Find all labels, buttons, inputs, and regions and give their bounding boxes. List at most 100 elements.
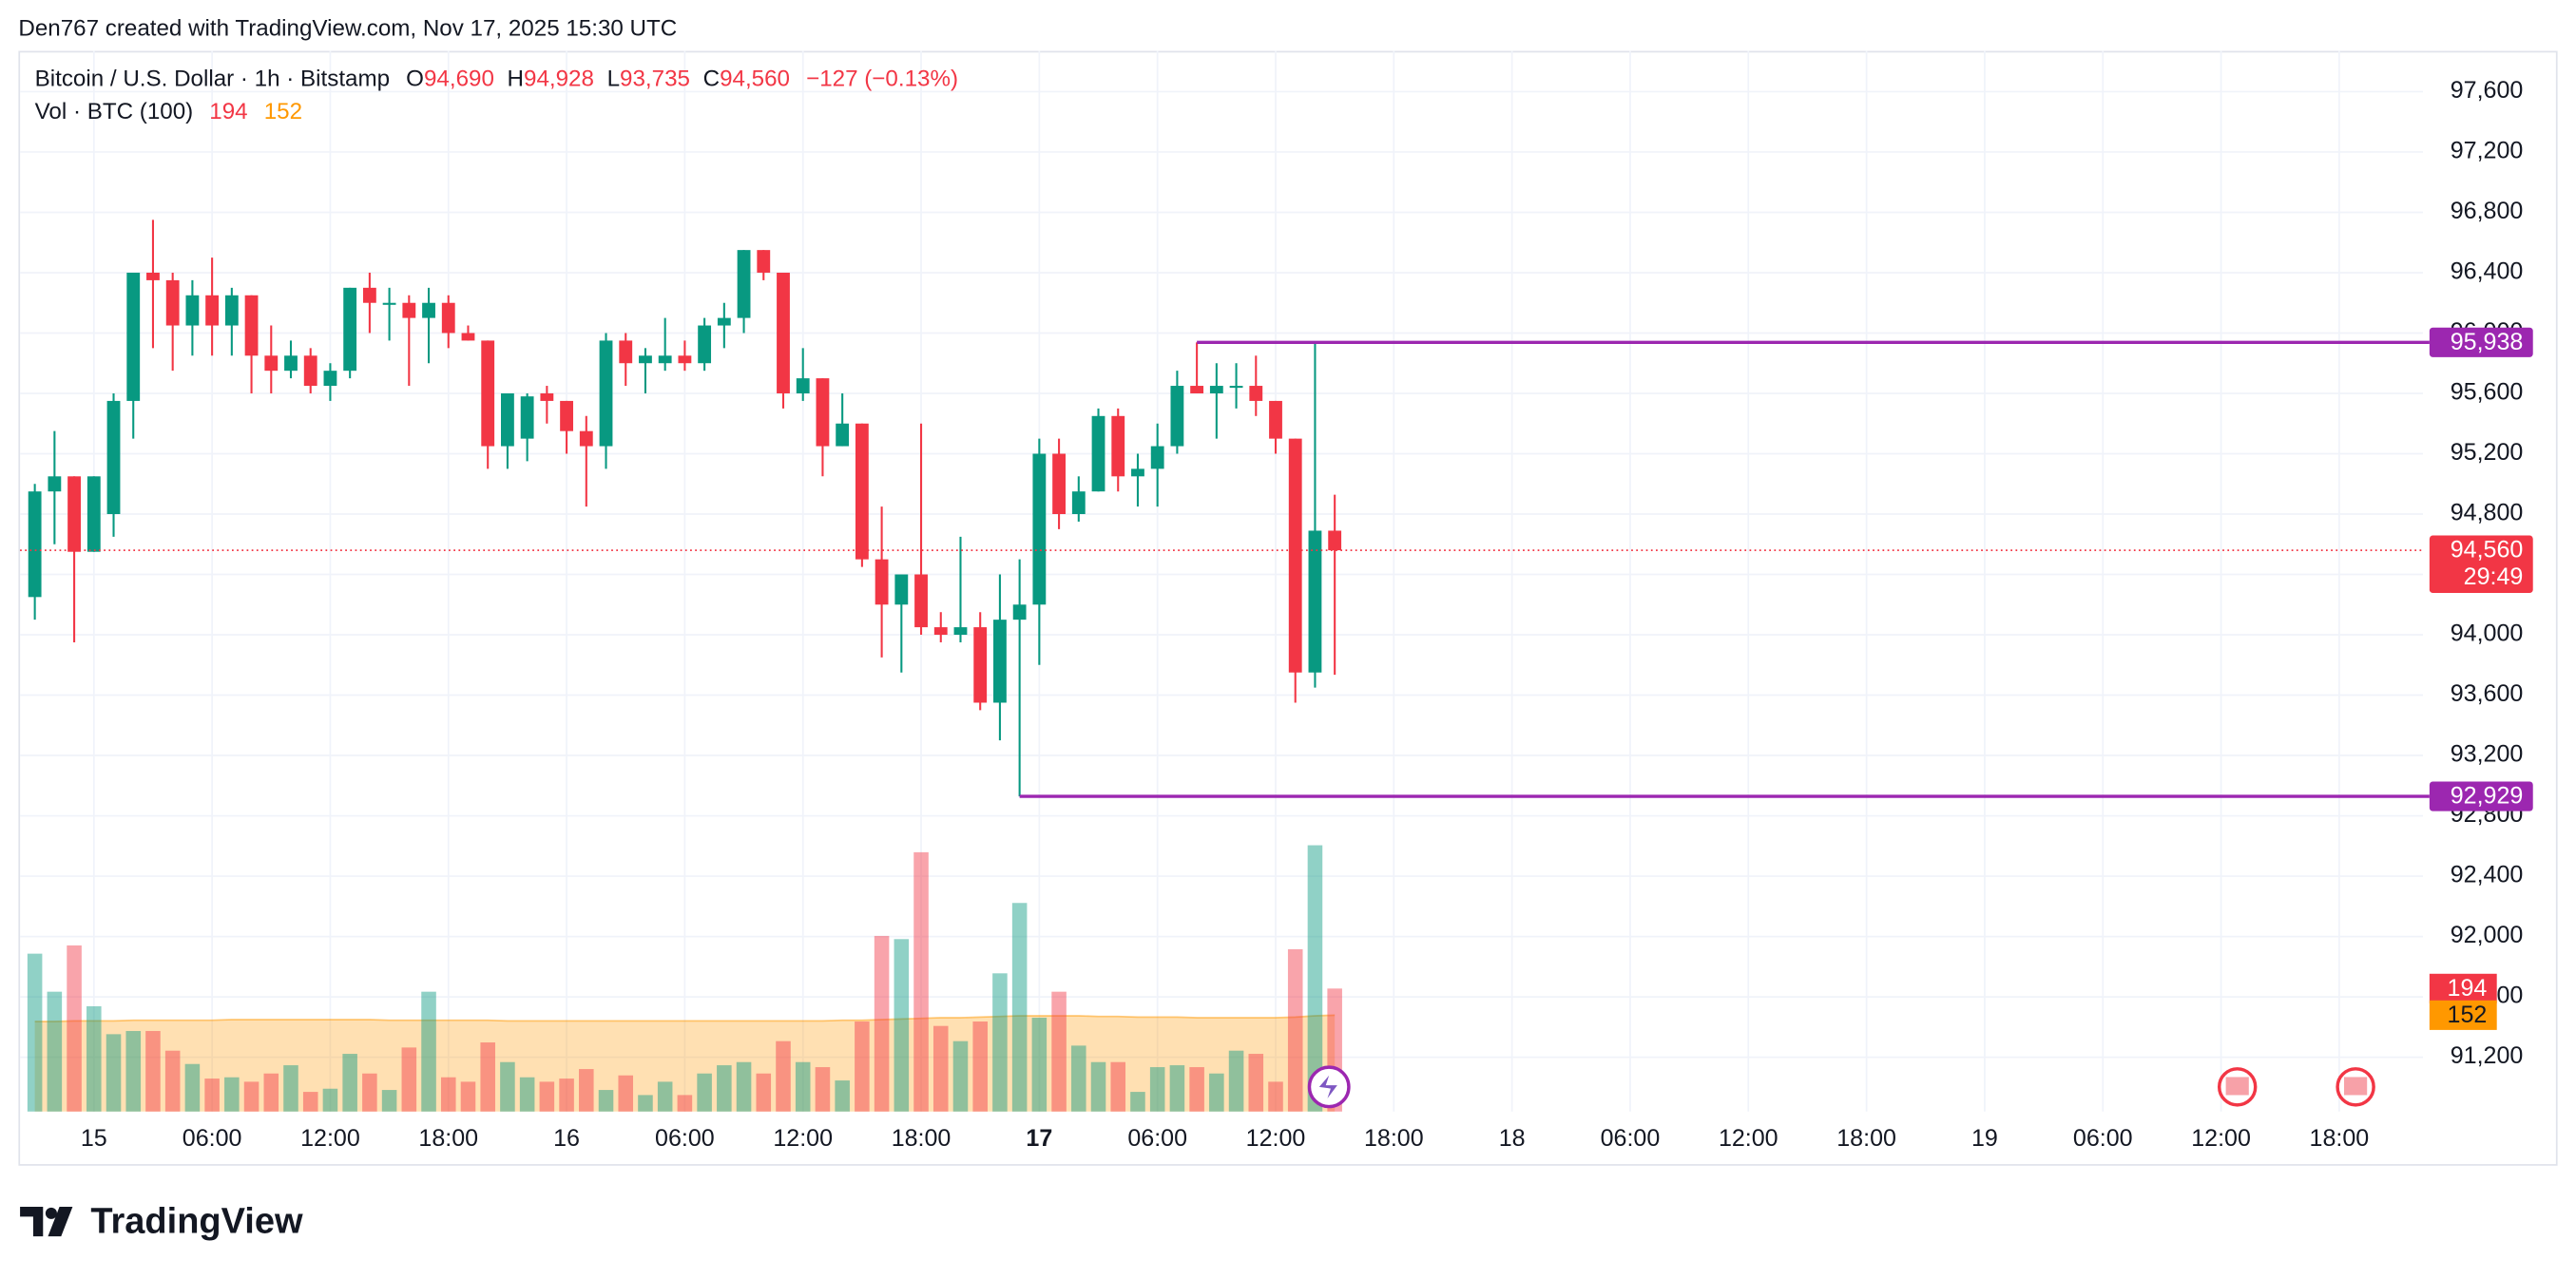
y-tick-label: 96,800 [2451, 198, 2524, 224]
volume-bar [243, 1081, 260, 1112]
y-tick-label: 94,800 [2451, 500, 2524, 526]
price-badge-label: 92,929 [2451, 783, 2524, 810]
candle-body [1071, 491, 1086, 515]
last-price-label: 94,560 [2451, 537, 2524, 563]
candle-body [1229, 386, 1243, 389]
candle-body [933, 627, 948, 636]
volume-title: Vol · BTC (100) [35, 100, 194, 125]
candle-body [875, 559, 889, 605]
volume-bar [717, 1065, 732, 1112]
idea-glyph [1318, 1075, 1337, 1098]
x-tick-label: 15 [81, 1125, 107, 1152]
volume-bar [263, 1073, 279, 1112]
volume-bar [283, 1065, 298, 1112]
volume-bar [125, 1031, 142, 1112]
volume-value: 194 [209, 100, 247, 125]
candle-body [382, 302, 396, 305]
volume-ma-area [34, 1015, 1336, 1112]
volume-bar [27, 953, 43, 1112]
candle-body [205, 295, 220, 326]
y-tick-label: 95,200 [2451, 439, 2524, 466]
candle-body [441, 302, 455, 334]
candle-body [323, 371, 337, 387]
flag [2344, 1077, 2368, 1096]
volume-bar [913, 851, 929, 1112]
volume-bar [1149, 1067, 1165, 1112]
candle-body [698, 325, 712, 364]
candle-body [362, 287, 376, 303]
change: −127 (−0.13%) [806, 67, 958, 92]
candle-body [461, 333, 475, 341]
volume-bar [1209, 1073, 1224, 1112]
x-tick-label: 18:00 [892, 1125, 952, 1152]
volume-bar [598, 1090, 614, 1112]
candle-body [264, 355, 279, 372]
volume-legend: Vol · BTC (100) 194 152 [35, 100, 302, 125]
candle-body [1131, 468, 1144, 477]
flag [2225, 1077, 2249, 1096]
volume-badge-label: 194 [2448, 975, 2488, 1002]
volume-bar [1130, 1092, 1145, 1112]
volume-bar [67, 945, 82, 1112]
volume-bar [874, 935, 890, 1112]
volume-bar [815, 1067, 831, 1112]
y-tick-label: 97,200 [2451, 138, 2524, 164]
volume-bar [519, 1077, 535, 1112]
y-tick-label: 93,600 [2451, 680, 2524, 707]
volume-ma-value: 152 [264, 100, 302, 125]
candle-body [993, 620, 1007, 703]
candle-body [1091, 415, 1105, 492]
volume-bar [795, 1061, 811, 1112]
volume-bar [440, 1077, 456, 1112]
volume-bar [1189, 1067, 1204, 1112]
volume-bar [460, 1081, 476, 1112]
candle-body [1111, 415, 1125, 477]
volume-bar [362, 1073, 377, 1112]
high-value: 94,928 [524, 67, 594, 92]
price-badge [2429, 781, 2533, 811]
volume-bar [697, 1073, 712, 1112]
y-tick-label: 94,000 [2451, 620, 2524, 647]
volume-bar [756, 1073, 772, 1112]
volume-bar [855, 1021, 870, 1112]
volume-bar [952, 1040, 969, 1112]
candle-body [579, 430, 593, 447]
candle-body [914, 574, 928, 628]
volume-bar [1307, 845, 1323, 1112]
x-tick-label: 12:00 [300, 1125, 360, 1152]
volume-bar [184, 1063, 201, 1112]
volume-bar [894, 939, 910, 1112]
volume-bar [657, 1081, 673, 1112]
candle-body [894, 574, 909, 605]
candle-body [678, 355, 692, 364]
candle-body [540, 392, 554, 401]
candle-body [816, 378, 830, 447]
candle-body [1209, 386, 1223, 393]
candle-body [1052, 453, 1066, 515]
candle-body [224, 295, 239, 326]
candle-body [796, 378, 810, 393]
ma-badge-label: 152 [2448, 1002, 2488, 1028]
candle-body [402, 302, 416, 318]
candle-body [1032, 453, 1047, 605]
legend-line: Bitcoin / U.S. Dollar · 1h · Bitstamp O9… [35, 67, 958, 92]
volume-bar [539, 1081, 555, 1112]
volume-bar [1228, 1050, 1244, 1112]
h-label: H [508, 67, 524, 92]
volume-bar [302, 1092, 318, 1112]
candle-body [1150, 446, 1164, 469]
candle-body [303, 355, 317, 387]
x-tick-label: 06:00 [1601, 1125, 1661, 1152]
volume-bar [164, 1050, 181, 1112]
volume-bar [500, 1061, 515, 1112]
symbol: Bitcoin / U.S. Dollar · 1h · Bitstamp [35, 67, 390, 92]
x-tick-label: 12:00 [773, 1125, 833, 1152]
footer-brand: TradingView [90, 1201, 303, 1241]
y-tick-label: 91,200 [2451, 1042, 2524, 1069]
volume-bar [1248, 1054, 1264, 1112]
volume-bar [1268, 1081, 1283, 1112]
volume-bar [106, 1034, 122, 1112]
volume-bar [401, 1047, 417, 1112]
x-tick-label: 18 [1499, 1125, 1526, 1152]
